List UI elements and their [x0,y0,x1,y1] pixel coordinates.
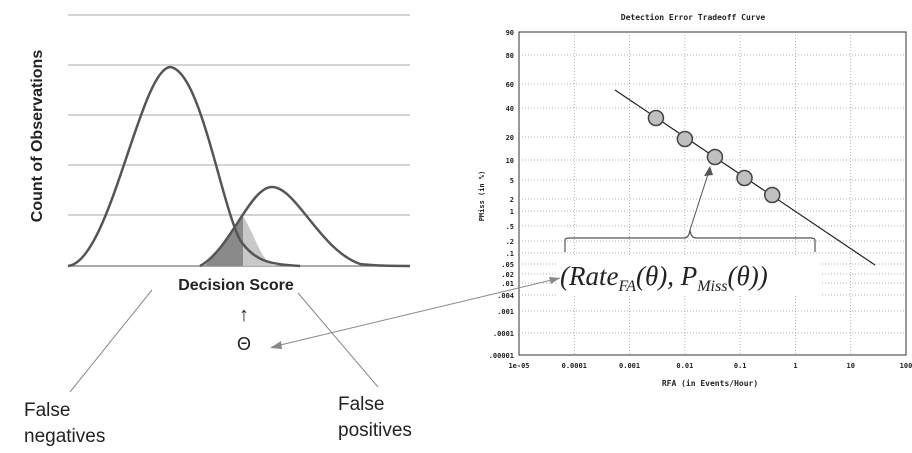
y-tick-label: .001 [497,308,514,316]
det-point [763,186,781,204]
y-tick-labels: 90 80 60 40 20 10 5 2 1 .5 .2 .1 .05 .02.01 .004 .001 .0… [489,29,514,360]
formula-backdrop [556,256,820,296]
x-tick-label: 0.01 [676,362,693,370]
det-points [647,109,781,204]
det-point [676,130,694,148]
false-negatives-label-line1: False [24,400,70,421]
det-point [706,148,724,166]
threshold-link-arrow [270,277,561,349]
x-tick-label: 0.1 [734,362,747,370]
y-tick-label: 5 [510,177,514,185]
target-distribution-curve [199,185,411,268]
false-negatives-pointer [69,289,153,393]
det-point [736,169,753,187]
y-tick-label: 60 [506,81,514,89]
threshold-arrow: ↑ [239,304,249,326]
arrow-head-right [549,277,560,284]
distribution-panel: Count of Observations Decision Score ↑ Θ… [24,14,412,447]
x-tick-label: 1 [793,362,797,370]
formula-pointer [689,167,711,231]
y-tick-label: 10 [506,157,514,165]
x-axis-label: Decision Score [178,277,294,294]
x-tick-label: 1e-05 [508,362,529,370]
x-tick-label: 10 [846,362,854,370]
formula-pointer-head [704,166,713,176]
y-tick-label: 1 [510,208,514,216]
y-tick-label: 80 [506,52,514,60]
det-point [647,109,665,127]
y-tick-label: 40 [506,105,514,113]
y-tick-label: .2 [506,238,514,246]
y-axis-label: Count of Observations [29,50,46,223]
y-tick-label: 2 [510,196,514,204]
x-tick-label: 100 [900,362,912,370]
y-tick-label: 20 [506,134,514,142]
false-positives-label-line1: False [338,394,384,415]
false-negatives-label-line2: negatives [24,426,105,447]
y-tick-label: .02 [501,271,514,279]
false-positives-label-line2: positives [338,420,412,441]
noise-distribution-curve [67,65,301,268]
y-tick-label: .01 [501,280,514,288]
plot-grid [519,32,906,355]
arrow-head-left [270,341,282,349]
formula: (RateFA(θ), PMiss(θ)) [560,261,768,295]
chart-title: Detection Error Tradeoff Curve [621,12,766,22]
plot-frame [518,31,907,356]
false-positives-pointer [297,292,379,388]
x-tick-labels: 1e-05 0.0001 0.001 0.01 0.1 1 10 100 [508,362,912,370]
y-tick-label: 90 [506,29,514,37]
x-tick-label: 0.0001 [562,362,587,370]
y-tick-label: .00001 [489,352,514,360]
det-chart: Detection Error Tradeoff Curve 90 80 60 40 2… [478,12,912,388]
x-tick-label: 0.001 [619,362,640,370]
det-x-axis-label: RFA (in Events/Hour) [662,378,758,388]
y-tick-label: .05 [501,261,514,269]
y-tick-label: .5 [506,223,514,231]
y-tick-label: .1 [506,250,514,258]
det-y-axis-label: PMiss (in %) [478,171,486,222]
y-tick-label: .004 [497,292,514,300]
y-tick-label: .0001 [493,330,514,338]
threshold-symbol: Θ [237,334,251,354]
